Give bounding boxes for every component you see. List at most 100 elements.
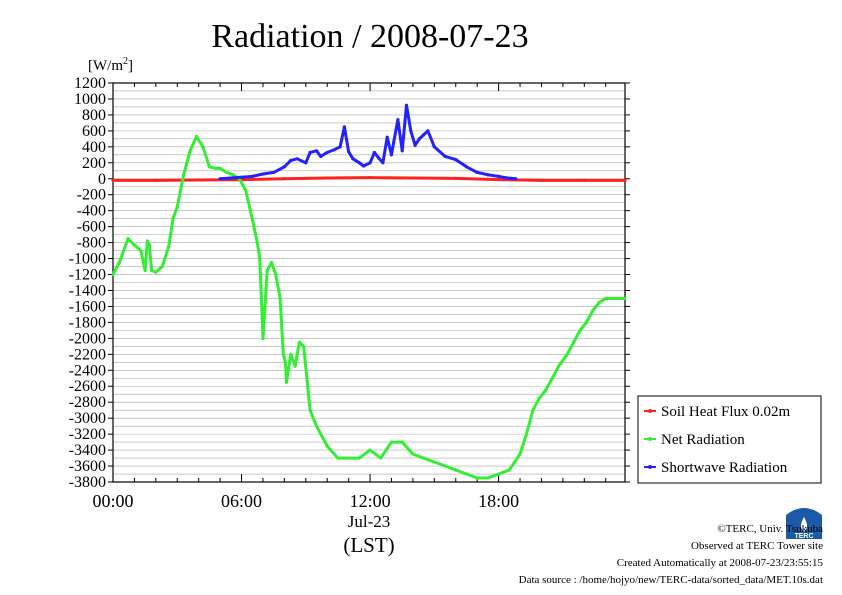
data-point-net-radiation <box>269 260 274 265</box>
data-point-net-radiation <box>281 352 285 356</box>
data-point-shortwave-radiation <box>497 174 501 178</box>
data-point-net-radiation <box>126 237 130 241</box>
data-point-net-radiation <box>284 380 289 384</box>
logo-text: TERC <box>794 533 813 540</box>
data-point-net-radiation <box>143 268 147 273</box>
data-point-net-radiation <box>336 456 340 460</box>
footer-source: Data source : /home/hojyo/new/TERC-data/… <box>519 574 823 586</box>
y-tick-label: 800 <box>82 107 106 124</box>
data-point-net-radiation <box>357 456 361 460</box>
data-point-shortwave-radiation <box>392 141 396 145</box>
data-point-net-radiation <box>254 237 259 241</box>
data-point-net-radiation <box>297 340 301 344</box>
data-point-net-radiation <box>537 396 541 400</box>
data-point-shortwave-radiation <box>409 129 413 133</box>
data-point-soil-heat-flux-0-02m <box>325 176 329 180</box>
data-point-shortwave-radiation <box>454 158 458 162</box>
legend-swatch-marker <box>648 437 652 441</box>
data-point-soil-heat-flux-0-02m <box>623 178 627 182</box>
data-point-shortwave-radiation <box>377 156 381 160</box>
data-point-net-radiation <box>368 448 372 452</box>
data-point-shortwave-radiation <box>308 150 312 155</box>
data-point-net-radiation <box>244 189 248 193</box>
data-point-net-radiation <box>289 352 293 356</box>
data-point-net-radiation <box>194 134 199 139</box>
data-point-shortwave-radiation <box>396 118 400 122</box>
data-point-shortwave-radiation <box>432 145 436 149</box>
y-tick-label: 1000 <box>74 91 106 108</box>
data-point-net-radiation <box>293 364 297 368</box>
data-point-net-radiation <box>261 336 265 340</box>
data-point-net-radiation <box>597 300 601 305</box>
series-line-net-radiation <box>111 135 625 480</box>
data-point-shortwave-radiation <box>417 137 421 141</box>
data-point-net-radiation <box>443 464 447 468</box>
y-tick-label: -1000 <box>69 251 106 268</box>
data-point-net-radiation <box>411 452 415 456</box>
data-point-net-radiation <box>486 476 490 480</box>
data-point-net-radiation <box>422 456 426 460</box>
data-point-shortwave-radiation <box>381 161 385 165</box>
data-point-net-radiation <box>214 166 218 170</box>
data-point-net-radiation <box>182 173 186 177</box>
data-point-soil-heat-flux-0-02m <box>282 177 286 181</box>
data-point-shortwave-radiation <box>486 173 490 177</box>
y-tick-label: -3800 <box>69 474 106 491</box>
data-point-net-radiation <box>111 272 115 277</box>
data-point-shortwave-radiation <box>404 103 409 107</box>
data-point-net-radiation <box>325 444 329 448</box>
data-point-shortwave-radiation <box>426 129 430 133</box>
y-tick-label: -600 <box>77 219 106 236</box>
x-axis-ticks: 00:00 06:00 12:00 18:00 <box>92 83 607 511</box>
y-tick-label: -3400 <box>69 442 106 459</box>
data-point-net-radiation <box>160 264 164 269</box>
data-point-net-radiation <box>550 376 554 380</box>
data-point-shortwave-radiation <box>295 157 299 161</box>
data-point-shortwave-radiation <box>261 172 265 176</box>
data-point-shortwave-radiation <box>464 165 469 169</box>
data-point-soil-heat-flux-0-02m <box>539 178 544 182</box>
data-point-soil-heat-flux-0-02m <box>497 177 501 182</box>
data-point-shortwave-radiation <box>475 170 479 174</box>
data-point-shortwave-radiation <box>413 143 417 147</box>
data-point-net-radiation <box>464 472 469 476</box>
data-point-net-radiation <box>274 272 278 277</box>
data-point-net-radiation <box>507 468 511 472</box>
chart-title: Radiation / 2008-07-23 <box>211 18 528 55</box>
data-point-shortwave-radiation <box>372 150 376 155</box>
data-point-net-radiation <box>167 244 171 249</box>
data-point-net-radiation <box>218 166 222 170</box>
legend-label: Soil Heat Flux 0.02m <box>661 404 791 420</box>
data-point-shortwave-radiation <box>514 177 518 181</box>
data-point-shortwave-radiation <box>385 135 389 139</box>
data-point-shortwave-radiation <box>282 165 286 169</box>
data-point-net-radiation <box>314 424 319 428</box>
data-point-net-radiation <box>258 256 262 261</box>
data-point-shortwave-radiation <box>422 133 426 137</box>
data-point-net-radiation <box>556 364 561 368</box>
y-tick-label: 200 <box>82 155 106 172</box>
y-tick-label: -2400 <box>69 362 106 379</box>
y-tick-label: -400 <box>77 203 106 220</box>
data-point-net-radiation <box>175 205 179 209</box>
data-point-shortwave-radiation <box>509 176 514 180</box>
data-point-net-radiation <box>389 440 394 444</box>
y-tick-label: 0 <box>98 171 106 188</box>
data-point-shortwave-radiation <box>218 177 222 181</box>
data-point-net-radiation <box>604 296 608 301</box>
y-tick-label: -200 <box>77 187 106 204</box>
x-tick-label: 00:00 <box>92 491 133 511</box>
data-point-net-radiation <box>544 388 548 392</box>
y-tick-label: -1400 <box>69 282 106 299</box>
footer-copyright: ©TERC, Univ. Tsukuba <box>717 523 823 535</box>
data-point-soil-heat-flux-0-02m <box>197 178 201 182</box>
y-tick-label: -1800 <box>69 314 106 331</box>
data-point-shortwave-radiation <box>400 149 404 153</box>
data-point-net-radiation <box>154 270 158 274</box>
data-point-shortwave-radiation <box>338 145 342 149</box>
data-point-shortwave-radiation <box>272 170 276 174</box>
data-point-net-radiation <box>518 452 522 456</box>
data-point-shortwave-radiation <box>319 154 323 159</box>
data-point-net-radiation <box>265 268 269 273</box>
